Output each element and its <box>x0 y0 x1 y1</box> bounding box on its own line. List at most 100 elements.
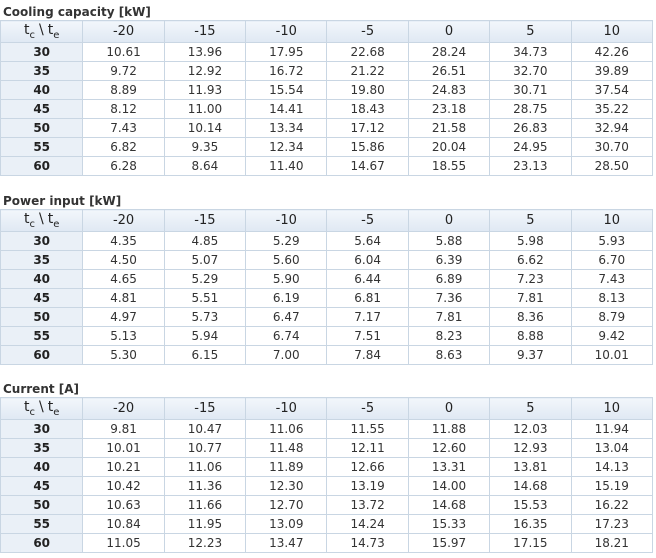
cell: 11.55 <box>326 419 409 439</box>
cell: 6.28 <box>82 156 165 176</box>
cell: 12.60 <box>407 438 491 458</box>
cell: 26.83 <box>489 118 572 138</box>
cell: 6.89 <box>407 269 491 289</box>
cell: 4.85 <box>163 231 247 251</box>
data-row: 55 10.84 11.95 13.09 14.24 15.33 16.35 17.23 <box>0 514 654 534</box>
cell: 4.65 <box>82 269 165 289</box>
cell: 10.21 <box>82 457 165 477</box>
cell: 18.43 <box>326 99 409 119</box>
cell: 8.89 <box>82 80 165 100</box>
row-label: 50 <box>0 495 84 515</box>
row-label: 55 <box>0 514 84 534</box>
corner-t: t <box>24 399 30 416</box>
column-header: -20 <box>82 209 165 232</box>
data-row: 35 10.01 10.77 11.48 12.11 12.60 12.93 13.04 <box>0 438 654 458</box>
corner-sub: e <box>53 406 60 418</box>
corner-cell: tc \ te <box>0 397 84 420</box>
cell: 5.73 <box>163 307 247 327</box>
cell: 37.54 <box>570 80 654 100</box>
cell: 12.92 <box>163 61 247 81</box>
cell: 13.09 <box>245 514 328 534</box>
column-header: -10 <box>245 397 328 420</box>
cell: 24.95 <box>489 137 572 157</box>
cell: 6.70 <box>570 250 654 270</box>
data-row: 35 4.50 5.07 5.60 6.04 6.39 6.62 6.70 <box>0 250 654 270</box>
corner-sub: c <box>29 406 36 418</box>
corner-sub: e <box>53 29 60 41</box>
cell: 18.21 <box>570 533 654 553</box>
cell: 5.30 <box>82 345 165 365</box>
cell: 23.18 <box>407 99 491 119</box>
cell: 11.94 <box>570 419 654 439</box>
row-label: 45 <box>0 288 84 308</box>
cell: 30.71 <box>489 80 572 100</box>
column-header: 5 <box>489 20 572 43</box>
corner-sep: \ <box>39 399 44 416</box>
row-label: 55 <box>0 137 84 157</box>
cell: 8.12 <box>82 99 165 119</box>
cell: 10.42 <box>82 476 165 496</box>
data-row: 30 4.35 4.85 5.29 5.64 5.88 5.98 5.93 <box>0 231 654 251</box>
column-header: 10 <box>570 397 654 420</box>
data-row: 30 10.61 13.96 17.95 22.68 28.24 34.73 42.26 <box>0 42 654 62</box>
cell: 14.68 <box>489 476 572 496</box>
corner-t: t <box>47 211 54 228</box>
column-header: -15 <box>163 20 247 43</box>
column-header: 5 <box>489 209 572 232</box>
cell: 5.64 <box>326 231 409 251</box>
table-title: Cooling capacity [kW] <box>3 5 151 19</box>
cell: 11.36 <box>163 476 247 496</box>
cell: 6.15 <box>163 345 247 365</box>
cell: 14.67 <box>326 156 409 176</box>
cell: 4.35 <box>82 231 165 251</box>
cell: 9.35 <box>163 137 247 157</box>
cell: 15.86 <box>326 137 409 157</box>
column-header: -15 <box>163 209 247 232</box>
data-row: 50 7.43 10.14 13.34 17.12 21.58 26.83 32.94 <box>0 118 654 138</box>
column-header: -10 <box>245 20 328 43</box>
cell: 8.13 <box>570 288 654 308</box>
cell: 6.81 <box>326 288 409 308</box>
cell: 15.33 <box>407 514 491 534</box>
cell: 13.72 <box>326 495 409 515</box>
corner-sub: c <box>29 29 36 41</box>
cell: 6.74 <box>245 326 328 346</box>
cell: 6.39 <box>407 250 491 270</box>
cell: 14.24 <box>326 514 409 534</box>
row-label: 60 <box>0 156 84 176</box>
data-row: 40 10.21 11.06 11.89 12.66 13.31 13.81 14.13 <box>0 457 654 477</box>
corner-t: t <box>24 211 30 228</box>
data-row: 60 5.30 6.15 7.00 7.84 8.63 9.37 10.01 <box>0 345 654 365</box>
row-label: 60 <box>0 533 84 553</box>
cell: 12.34 <box>245 137 328 157</box>
cell: 35.22 <box>570 99 654 119</box>
cell: 14.00 <box>407 476 491 496</box>
cell: 12.11 <box>326 438 409 458</box>
cell: 11.06 <box>163 457 247 477</box>
cell: 14.73 <box>326 533 409 553</box>
column-header: 0 <box>407 397 491 420</box>
cell: 11.88 <box>407 419 491 439</box>
cell: 12.30 <box>245 476 328 496</box>
cell: 16.72 <box>245 61 328 81</box>
row-label: 30 <box>0 42 84 62</box>
cell: 13.81 <box>489 457 572 477</box>
column-header: -15 <box>163 397 247 420</box>
corner-sub: e <box>53 218 60 230</box>
column-header: -10 <box>245 209 328 232</box>
cell: 11.89 <box>245 457 328 477</box>
column-header: 0 <box>407 20 491 43</box>
column-header: 0 <box>407 209 491 232</box>
cell: 11.93 <box>163 80 247 100</box>
cell: 7.51 <box>326 326 409 346</box>
cell: 28.50 <box>570 156 654 176</box>
row-label: 45 <box>0 99 84 119</box>
cell: 5.98 <box>489 231 572 251</box>
cell: 7.43 <box>570 269 654 289</box>
data-row: 60 11.05 12.23 13.47 14.73 15.97 17.15 18.21 <box>0 533 654 553</box>
column-header: -20 <box>82 397 165 420</box>
cell: 16.35 <box>489 514 572 534</box>
cell: 5.29 <box>163 269 247 289</box>
cell: 7.84 <box>326 345 409 365</box>
